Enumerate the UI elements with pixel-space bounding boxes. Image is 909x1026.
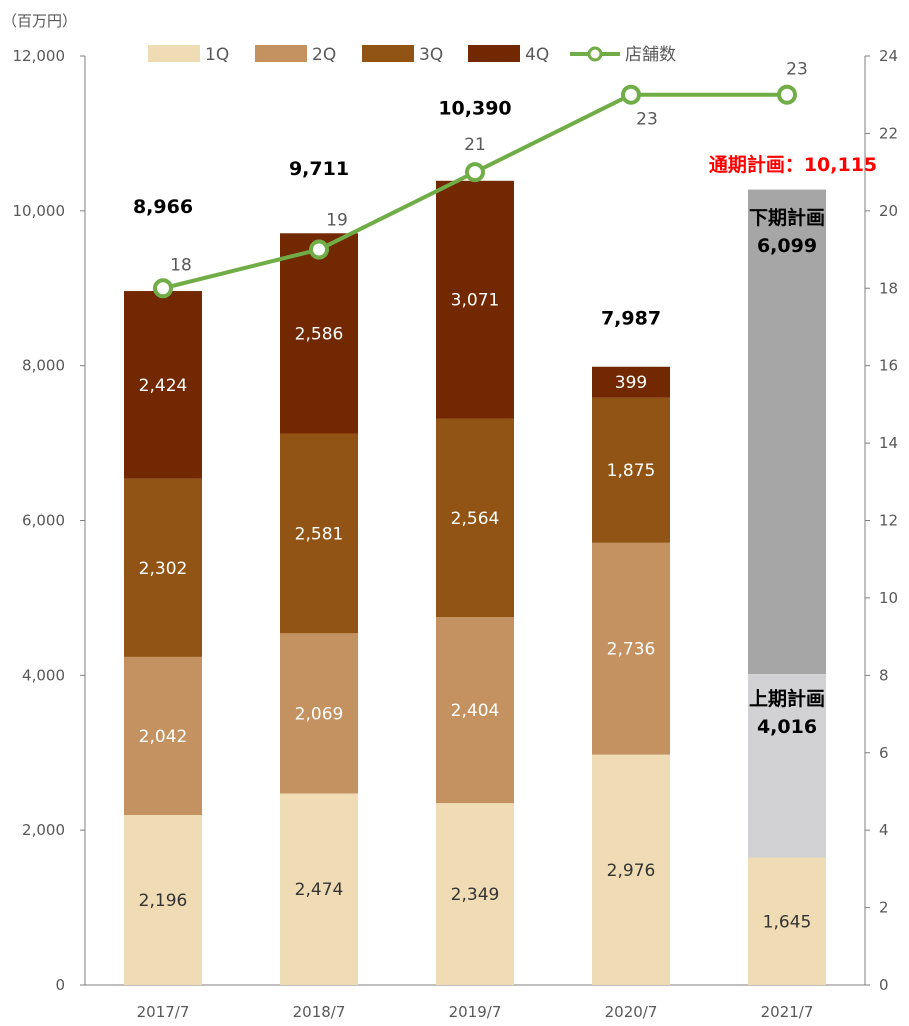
right-tick-label: 4: [879, 821, 889, 839]
bar-value-label: 2,736: [607, 640, 656, 660]
plan-second-half-value: 6,099: [757, 235, 817, 257]
plan-second-half-bar: [748, 189, 826, 675]
left-tick-label: 12,000: [13, 47, 66, 65]
bar-value-label: 2,564: [451, 509, 500, 529]
legend-label-stores: 店舗数: [625, 45, 676, 65]
x-tick-label: 2017/7: [137, 1003, 190, 1021]
bar-segment-4q: [280, 233, 358, 434]
legend-swatch-1q: [148, 45, 200, 62]
legend-label-3q: 3Q: [419, 45, 443, 65]
plan-full-year-label: 通期計画：10,115: [709, 153, 877, 176]
bar-value-label: 2,976: [607, 861, 656, 881]
legend-label-2q: 2Q: [312, 45, 336, 65]
right-tick-label: 8: [879, 666, 889, 684]
bar-segment-2q: [592, 542, 670, 755]
legend-label-4q: 4Q: [525, 45, 549, 65]
legend-marker-stores: [587, 46, 603, 62]
legend-swatch-3q: [362, 45, 414, 62]
bar-segment-1q: [592, 754, 670, 985]
stores-value-label: 23: [786, 60, 808, 80]
unit-label: （百万円）: [2, 12, 77, 30]
left-tick-label: 8,000: [22, 357, 65, 375]
right-tick-label: 10: [879, 589, 898, 607]
right-tick-label: 14: [879, 434, 898, 452]
bar-value-label: 2,042: [139, 727, 188, 747]
bar-value-label: 2,474: [295, 880, 344, 900]
stores-marker: [465, 162, 485, 183]
right-tick-label: 0: [879, 976, 889, 994]
bar-value-label: 2,581: [295, 524, 344, 544]
bar-segment-3q: [280, 433, 358, 634]
stores-value-label: 23: [636, 110, 658, 130]
bar-segment-1q: [748, 857, 826, 985]
stores-value-label: 18: [170, 255, 192, 275]
right-tick-label: 6: [879, 744, 889, 762]
stores-marker: [777, 84, 797, 105]
bar-value-label: 2,069: [295, 704, 344, 724]
plan-second-half-label: 下期計画: [749, 206, 825, 229]
plan-first-half-value: 4,016: [757, 716, 817, 738]
bar-segment-3q: [436, 418, 514, 618]
legend-swatch-2q: [255, 45, 307, 62]
bar-segment-3q: [592, 397, 670, 543]
stores-marker: [153, 278, 173, 299]
right-tick-label: 18: [879, 279, 898, 297]
stores-value-label: 21: [464, 135, 486, 155]
bar-value-label: 399: [615, 373, 647, 393]
stores-marker: [309, 239, 329, 260]
x-tick-label: 2018/7: [293, 1003, 346, 1021]
bar-segment-4q: [436, 180, 514, 419]
bar-value-label: 2,302: [139, 559, 188, 579]
total-label: 8,966: [133, 196, 193, 218]
bar-value-label: 2,196: [139, 891, 188, 911]
right-tick-label: 12: [879, 512, 898, 530]
bar-value-label: 2,349: [451, 885, 500, 905]
legend-swatch-4q: [468, 45, 520, 62]
bar-segment-1q: [436, 803, 514, 985]
bar-segment-1q: [124, 814, 202, 985]
right-tick-label: 22: [879, 124, 898, 142]
right-tick-label: 20: [879, 202, 898, 220]
stores-value-label: 19: [326, 211, 348, 231]
bar-segment-2q: [436, 617, 514, 804]
right-tick-label: 16: [879, 357, 898, 375]
bar-segment-2q: [280, 633, 358, 794]
legend: 1Q 2Q 3Q 4Q 店舗数: [148, 45, 676, 65]
left-tick-label: 2,000: [22, 821, 65, 839]
x-tick-label: 2021/7: [761, 1003, 814, 1021]
total-label: 7,987: [601, 308, 661, 330]
bar-value-label: 1,645: [763, 912, 812, 932]
bar-segment-2q: [124, 656, 202, 815]
bar-segment-4q: [592, 366, 670, 398]
bar-value-label: 2,586: [295, 324, 344, 344]
legend-label-1q: 1Q: [205, 45, 229, 65]
bar-segment-3q: [124, 478, 202, 657]
x-tick-label: 2020/7: [605, 1003, 658, 1021]
bar-value-label: 1,875: [607, 461, 656, 481]
left-tick-label: 4,000: [22, 666, 65, 684]
left-tick-label: 0: [55, 976, 65, 994]
stores-marker: [621, 84, 641, 105]
total-label: 9,711: [289, 158, 349, 180]
bar-segment-1q: [280, 793, 358, 985]
x-tick-label: 2019/7: [449, 1003, 502, 1021]
bar-value-label: 2,424: [139, 376, 188, 396]
left-tick-label: 10,000: [13, 202, 66, 220]
right-tick-label: 24: [879, 47, 898, 65]
left-tick-label: 6,000: [22, 512, 65, 530]
total-label: 10,390: [438, 98, 511, 120]
bar-value-label: 2,404: [451, 701, 500, 721]
right-tick-label: 2: [879, 899, 889, 917]
bar-value-label: 3,071: [451, 291, 500, 311]
bar-segment-4q: [124, 291, 202, 479]
plan-first-half-label: 上期計画: [749, 687, 825, 710]
